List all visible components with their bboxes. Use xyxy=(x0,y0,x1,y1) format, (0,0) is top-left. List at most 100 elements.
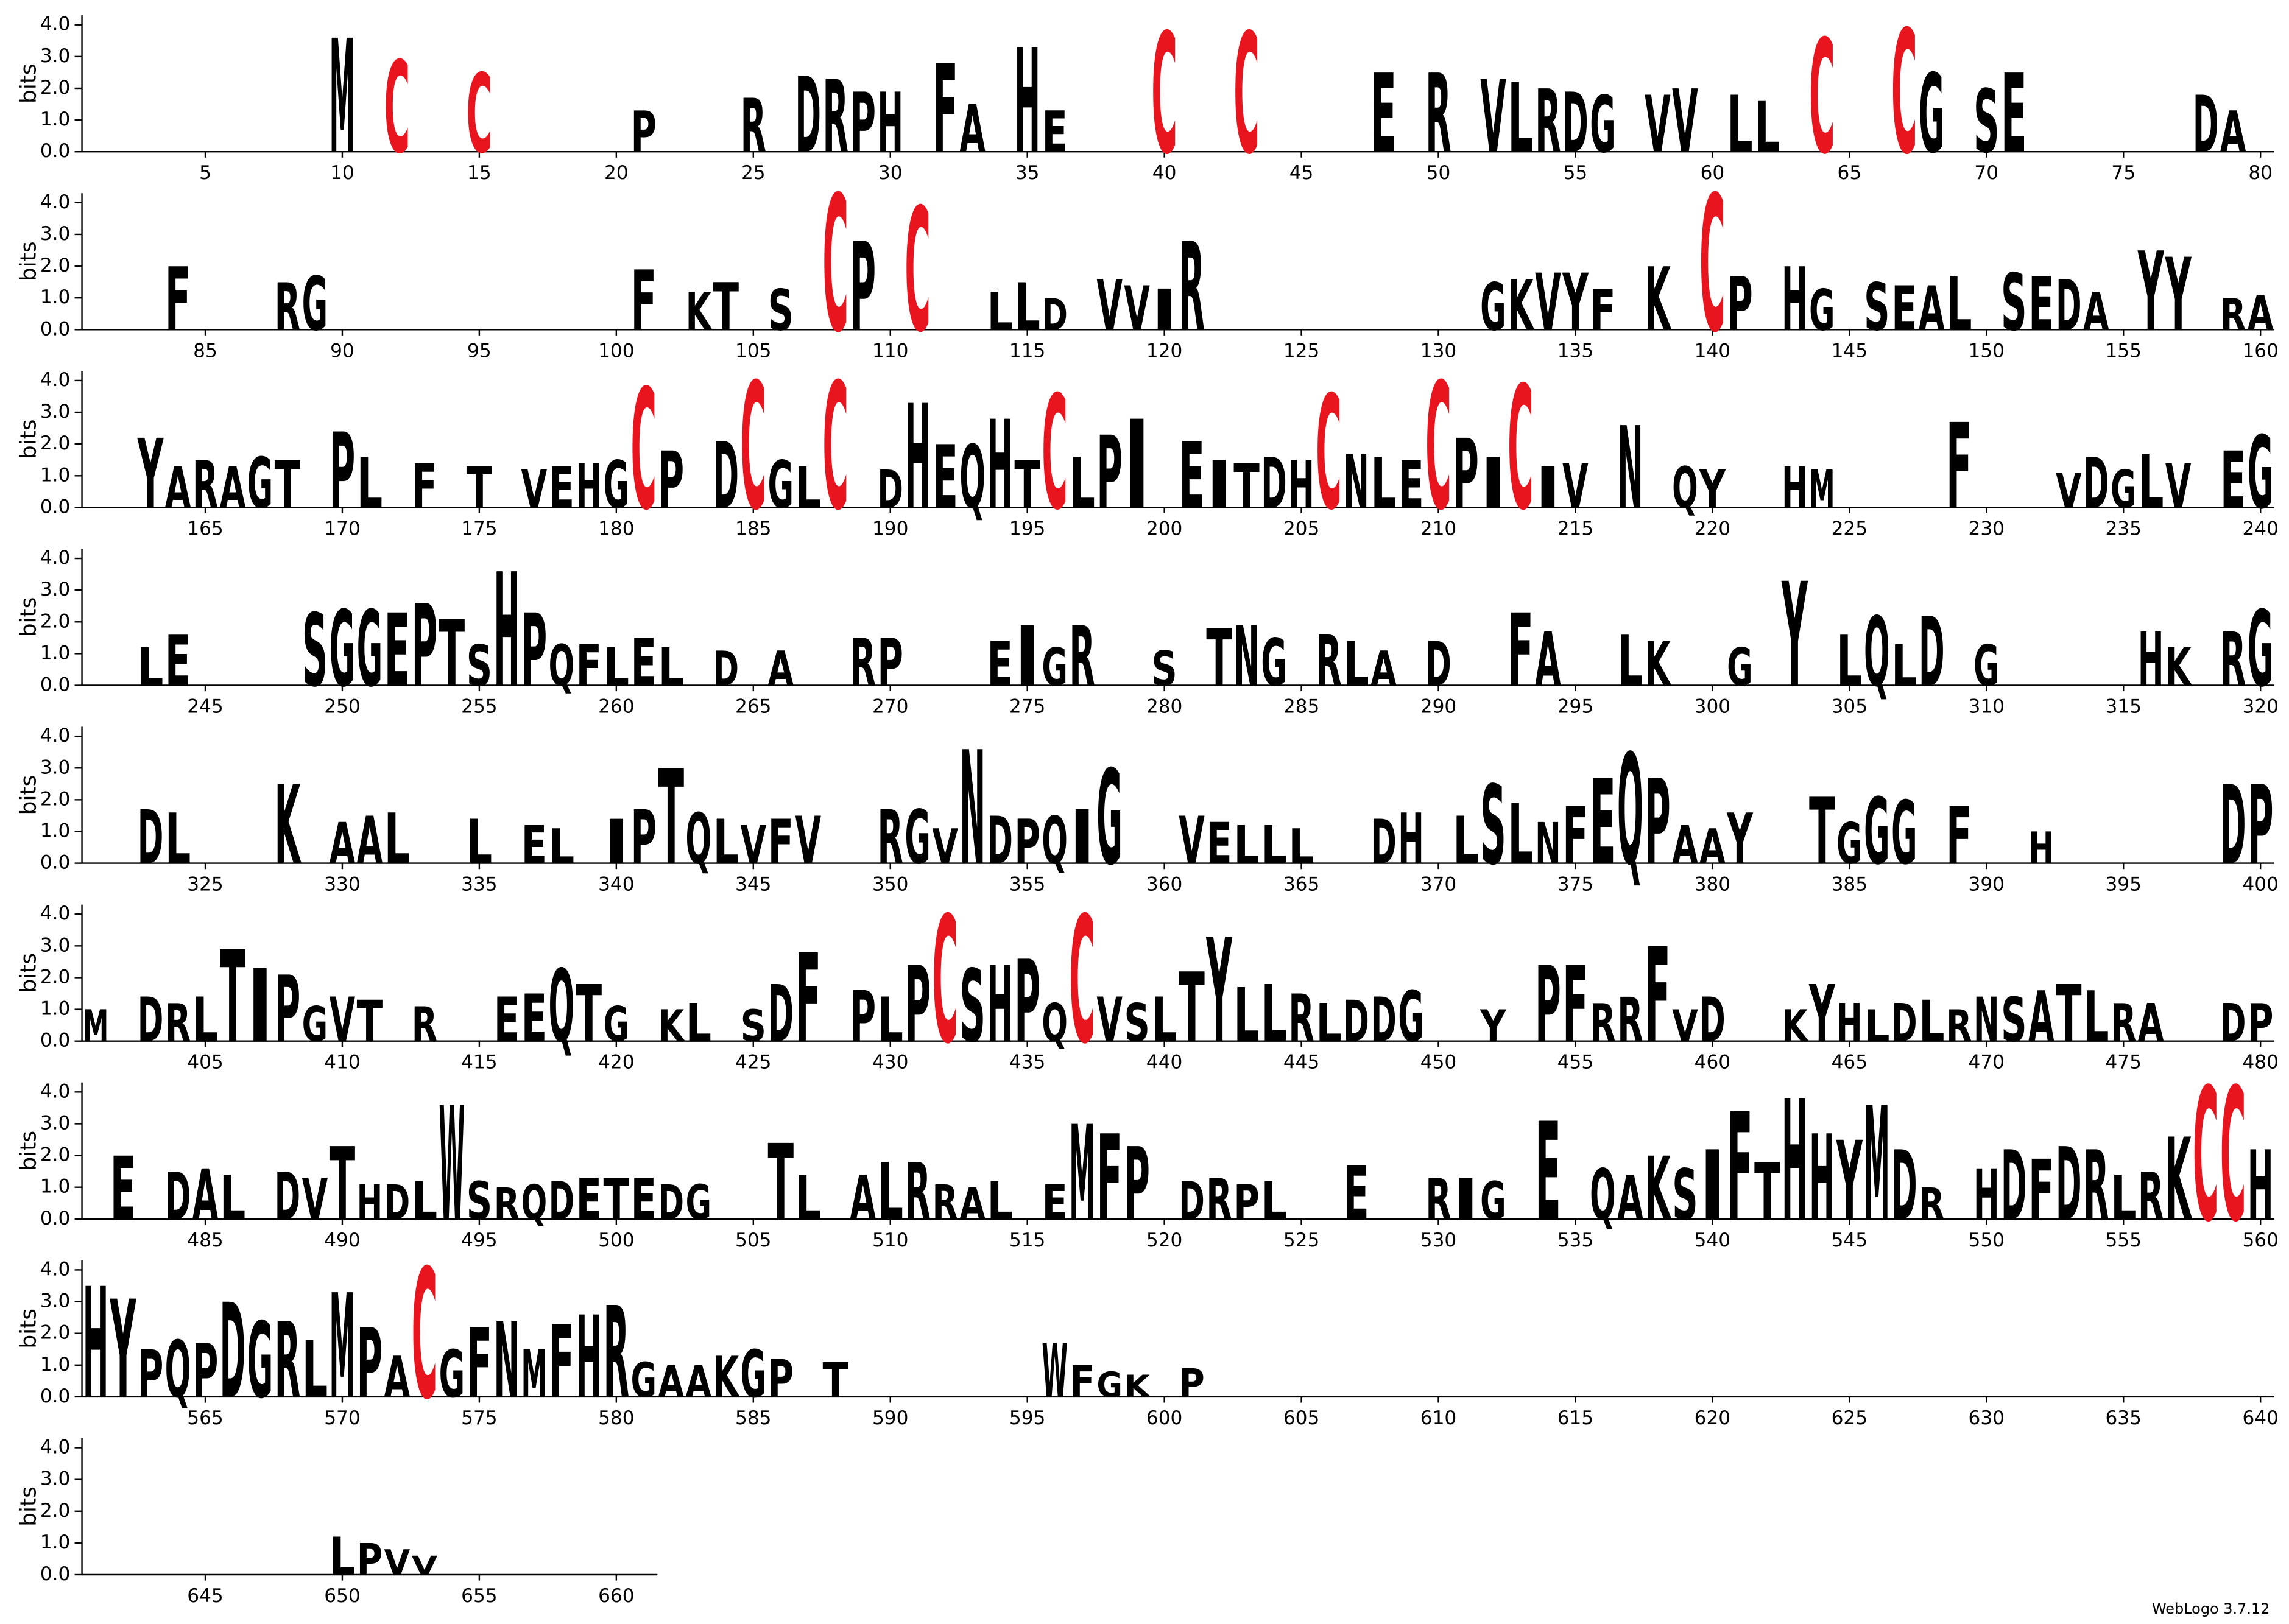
logo-letter: P xyxy=(850,977,876,1058)
x-tick-label: 495 xyxy=(461,1229,497,1251)
logo-letter: C xyxy=(932,881,958,1083)
x-tick-label: 245 xyxy=(187,695,223,717)
x-tick-label: 100 xyxy=(598,340,634,362)
logo-letter: D xyxy=(2193,79,2219,170)
logo-letter: G xyxy=(1261,625,1287,701)
logo-letter: T xyxy=(220,926,246,1072)
y-tick-label: 4.0 xyxy=(40,547,71,569)
logo-letter: T xyxy=(576,968,602,1060)
logo-letter: E xyxy=(1370,51,1397,178)
y-axis-label: bits xyxy=(16,1309,41,1349)
x-tick-label: 5 xyxy=(199,162,211,184)
logo-letter: L xyxy=(138,638,164,698)
logo-letter: F xyxy=(1069,1357,1095,1407)
logo-letter: L xyxy=(987,283,1013,343)
x-tick-label: 450 xyxy=(1420,1052,1456,1074)
x-tick-label: 615 xyxy=(1557,1407,1593,1429)
logo-letter: G xyxy=(2248,415,2274,531)
logo-letter: P xyxy=(1014,807,1040,878)
logo-letter: S xyxy=(2001,257,2027,348)
x-tick-label: 490 xyxy=(324,1229,360,1251)
y-tick-label: 4.0 xyxy=(40,725,71,747)
logo-letter: P xyxy=(357,1309,383,1420)
logo-letter: K xyxy=(1508,265,1535,346)
logo-letter: L xyxy=(604,638,630,698)
logo-letter: D xyxy=(1425,630,1451,700)
logo-letter: L xyxy=(1261,816,1287,876)
logo-letter: R xyxy=(275,269,301,345)
logo-letter: A xyxy=(2138,994,2164,1054)
y-tick-label: 0.0 xyxy=(40,852,71,874)
y-axis-label: bits xyxy=(16,241,41,281)
y-tick-label: 2.0 xyxy=(40,432,71,454)
logo-letter: Y xyxy=(2165,237,2192,353)
logo-letter: F xyxy=(165,250,191,351)
logo-letter: F xyxy=(576,633,602,699)
logo-letter: D xyxy=(1699,985,1726,1056)
logo-letter: P xyxy=(767,1349,794,1410)
logo-letter: V xyxy=(330,985,356,1056)
logo-letter: R xyxy=(2138,1158,2164,1234)
x-tick-label: 545 xyxy=(1832,1229,1868,1251)
x-tick-label: 280 xyxy=(1146,695,1182,717)
y-tick-label: 3.0 xyxy=(40,756,71,778)
x-tick-label: 355 xyxy=(1009,874,1045,896)
logo-letter: F xyxy=(1590,278,1616,343)
logo-letter: R xyxy=(740,83,766,169)
logo-letter: L xyxy=(330,1527,356,1587)
x-tick-label: 365 xyxy=(1283,874,1319,896)
x-tick-label: 70 xyxy=(1974,162,1998,184)
logo-letter: Q xyxy=(686,799,712,880)
y-tick-label: 1.0 xyxy=(40,108,71,130)
logo-letter: R xyxy=(412,997,438,1053)
logo-letter: C xyxy=(822,347,848,549)
logo-letter: L xyxy=(1014,269,1040,345)
y-tick-label: 3.0 xyxy=(40,1290,71,1312)
x-tick-label: 440 xyxy=(1146,1052,1182,1074)
logo-letter: I xyxy=(1453,1167,1479,1232)
logo-letter: A xyxy=(384,1345,411,1410)
logo-letter: P xyxy=(2248,762,2274,889)
logo-letter: G xyxy=(1480,269,1506,345)
logo-letter: F xyxy=(412,452,438,522)
y-tick-label: 1.0 xyxy=(40,642,71,664)
logo-letter: E xyxy=(549,455,575,521)
x-tick-label: 255 xyxy=(461,695,497,717)
logo-letter: M xyxy=(521,1337,548,1413)
logo-letter: L xyxy=(165,799,191,880)
logo-letter: D xyxy=(877,460,903,521)
logo-letter: M xyxy=(1809,460,1835,521)
logo-letter: C xyxy=(2220,1050,2246,1262)
logo-letter: K xyxy=(2165,1114,2193,1245)
logo-letter: C xyxy=(1069,881,1095,1083)
x-tick-label: 65 xyxy=(1838,162,1862,184)
logo-letter: L xyxy=(1891,633,1917,699)
logo-letter: P xyxy=(330,410,356,532)
logo-letter: K xyxy=(1645,1139,1671,1240)
x-tick-label: 530 xyxy=(1420,1229,1456,1251)
logo-letter: P xyxy=(1645,756,1671,892)
logo-letter: I xyxy=(1151,278,1177,343)
x-tick-label: 650 xyxy=(324,1585,360,1607)
x-tick-label: 240 xyxy=(2242,518,2278,540)
logo-letter: C xyxy=(1233,0,1260,191)
x-tick-label: 180 xyxy=(598,518,634,540)
y-tick-label: 0.0 xyxy=(40,674,71,696)
logo-letter: G xyxy=(1864,779,1890,885)
x-tick-label: 485 xyxy=(187,1229,223,1251)
x-tick-label: 160 xyxy=(2242,340,2278,362)
logo-letter: D xyxy=(2056,265,2082,346)
x-tick-label: 555 xyxy=(2106,1229,2142,1251)
x-tick-label: 480 xyxy=(2242,1052,2278,1074)
x-tick-label: 395 xyxy=(2106,874,2142,896)
logo-letter: G xyxy=(357,588,383,710)
logo-letter: D xyxy=(138,794,164,881)
logo-letter: G xyxy=(1398,977,1424,1058)
logo-letter: Q xyxy=(1864,597,1890,709)
logo-letter: H xyxy=(1782,455,1808,521)
logo-letter: G xyxy=(686,1176,712,1231)
logo-letter: V xyxy=(1096,265,1123,346)
x-tick-label: 60 xyxy=(1701,162,1725,184)
logo-letter: D xyxy=(1370,985,1397,1056)
